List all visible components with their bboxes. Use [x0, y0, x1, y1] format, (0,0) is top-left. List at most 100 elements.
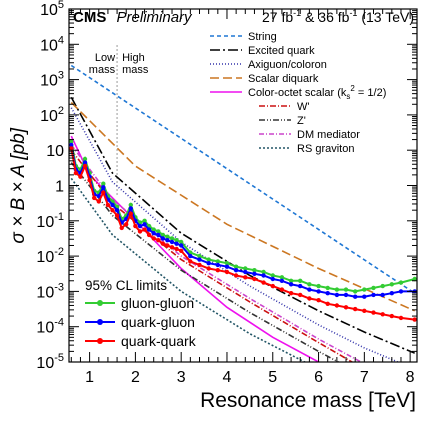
limit-point: [215, 259, 220, 264]
limit-point: [298, 292, 303, 298]
high-mass-label-2: mass: [122, 64, 149, 76]
limit-point: [380, 312, 385, 317]
limit-point: [279, 278, 285, 283]
limit-point: [197, 262, 202, 268]
limit-point: [105, 202, 111, 208]
limit-point: [69, 139, 74, 144]
x-tick-labels: 1 2 3 4 5 6 7 8: [85, 369, 415, 386]
limit-point: [261, 280, 266, 285]
limit-point: [169, 245, 175, 250]
limit-point: [101, 185, 106, 190]
x-tick-label: 5: [268, 369, 277, 386]
limit-point: [160, 232, 166, 238]
limit-point: [252, 268, 257, 273]
y-tick-label: 10-3: [36, 281, 64, 301]
y-tick-label: 10: [46, 143, 64, 160]
limit-point: [82, 163, 88, 169]
limit-curve-quark-quark: [70, 148, 415, 321]
y-tick-label: 103: [40, 70, 64, 90]
limit-point: [398, 289, 404, 294]
limit-point: [174, 241, 179, 246]
y-tick-label: 105: [40, 0, 64, 19]
limit-point: [146, 227, 152, 232]
limit-point: [362, 294, 367, 299]
limit-point: [160, 241, 166, 246]
limit-point: [325, 291, 330, 296]
limit-legend-marker: [97, 300, 103, 306]
lumi-label: 27 fb-1 & 36 fb-1 (13 TeV): [262, 8, 414, 25]
limit-point: [316, 283, 321, 289]
limit-point: [206, 261, 211, 266]
limit-point: [151, 227, 156, 232]
limit-point: [353, 294, 358, 299]
limit-point: [343, 305, 349, 310]
x-tick-label: 2: [131, 369, 140, 386]
limit-point: [353, 289, 358, 294]
limit-point: [380, 283, 385, 289]
limit-point: [197, 253, 202, 259]
limit-point: [233, 273, 239, 278]
limit-point: [298, 283, 303, 289]
limit-point: [82, 160, 88, 165]
limit-point: [96, 199, 102, 204]
limit-point: [128, 211, 133, 216]
theory-legend-label: String: [248, 31, 277, 43]
limit-point: [128, 206, 133, 211]
limit-point: [165, 238, 170, 243]
limit-point: [165, 243, 170, 248]
limit-point: [412, 276, 417, 282]
limit-point: [165, 234, 170, 239]
limit-point: [270, 283, 275, 289]
limit-point: [119, 225, 124, 231]
limit-point: [169, 239, 175, 245]
limit-point: [101, 190, 106, 195]
theory-curve-1: [70, 96, 416, 354]
limit-point: [270, 276, 275, 282]
limit-point: [78, 174, 83, 179]
limit-point: [197, 257, 202, 262]
limit-point: [215, 268, 220, 273]
limit-point: [124, 222, 129, 227]
limit-point: [137, 229, 143, 234]
limit-point: [114, 213, 120, 218]
theory-legend-label: DM mediator: [297, 129, 360, 141]
y-tick-label: 10-2: [36, 246, 64, 266]
limit-point: [92, 195, 97, 201]
limit-point: [343, 292, 349, 298]
limit-point: [325, 285, 330, 291]
limit-point: [398, 315, 404, 321]
limit-legend-label: gluon-gluon: [121, 295, 194, 311]
limit-point: [298, 278, 303, 283]
limit-point: [371, 285, 376, 291]
limit-point: [243, 275, 248, 280]
limit-point: [334, 292, 340, 298]
x-tick-label: 8: [406, 369, 415, 386]
axis-ticks: [69, 8, 417, 363]
limit-point: [398, 280, 404, 285]
y-tick-labels: 10-5 10-4 10-3 10-2 10-1 1 10 102 103 104 105: [36, 0, 64, 372]
y-tick-label: 104: [40, 34, 64, 54]
theory-legend-label: W': [297, 101, 309, 113]
limit-point: [156, 238, 161, 243]
limit-point: [69, 146, 74, 151]
limits-legend-title: 95% CL limits: [85, 278, 167, 293]
limit-point: [380, 292, 385, 298]
limit-point: [353, 306, 358, 312]
limit-point: [174, 238, 179, 243]
chart-header: CMS Preliminary: [73, 9, 193, 26]
limit-point: [133, 223, 138, 229]
theory-legend-label: Axiguon/coloron: [248, 59, 327, 71]
limit-legend-label: quark-quark: [121, 333, 197, 349]
limit-point: [261, 269, 266, 275]
limit-point: [279, 275, 285, 280]
limit-point: [316, 289, 321, 294]
limit-point: [114, 208, 120, 213]
limit-point: [179, 243, 184, 248]
limit-point: [307, 282, 312, 287]
y-tick-label: 10-4: [36, 317, 64, 337]
limit-point: [233, 268, 239, 273]
limit-point: [142, 222, 147, 227]
x-tick-label: 6: [314, 369, 323, 386]
theory-curve-2: [70, 107, 400, 362]
